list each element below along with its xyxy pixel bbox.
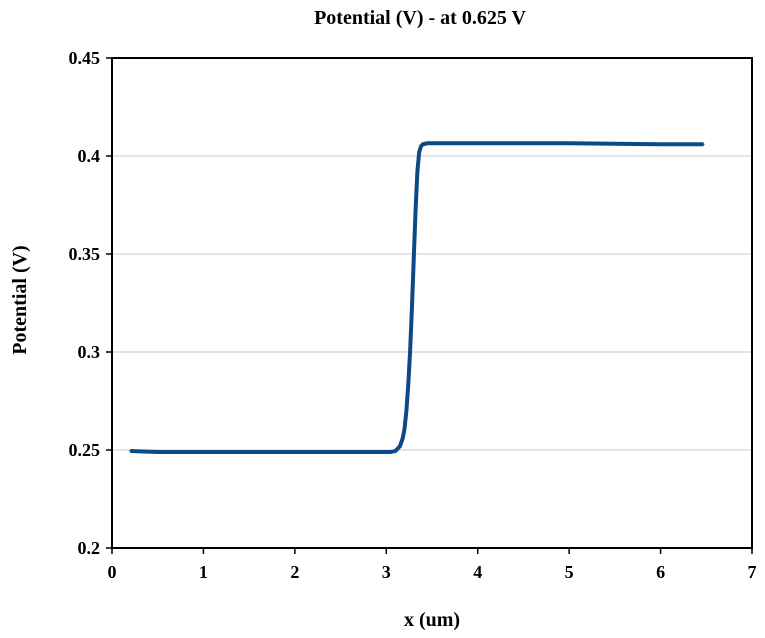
data-point [367, 450, 369, 453]
data-point [399, 445, 401, 448]
data-point [568, 142, 571, 145]
x-tick-label-1: 1 [199, 562, 208, 582]
data-point [420, 145, 423, 148]
data-point [426, 142, 429, 145]
data-point [431, 142, 433, 145]
x-tick-label-2: 2 [290, 562, 299, 582]
x-tick-label-3: 3 [382, 562, 391, 582]
x-tick-label-7: 7 [748, 562, 757, 582]
data-point [156, 450, 159, 453]
data-point [407, 384, 410, 387]
y-tick-label-2: 0.3 [78, 342, 101, 362]
chart-title: Potential (V) - at 0.625 V [314, 7, 526, 29]
plot-area [111, 57, 753, 549]
data-point [476, 142, 479, 145]
data-point [129, 449, 132, 452]
data-point [293, 450, 296, 453]
data-point [659, 143, 662, 146]
series-layer [129, 141, 705, 454]
data-point [412, 258, 415, 261]
data-point [202, 450, 205, 453]
x-tick-label-0: 0 [108, 562, 117, 582]
y-axis-label: Potential (V) [9, 245, 31, 354]
x-axis-label: x (um) [404, 609, 460, 631]
y-tick-label-0: 0.2 [78, 538, 101, 558]
data-point [389, 450, 392, 453]
data-point [414, 209, 417, 212]
x-tick-label-5: 5 [565, 562, 574, 582]
y-axis: 0.2 0.25 0.3 0.35 0.4 0.45 [69, 48, 112, 558]
data-point [409, 351, 412, 353]
data-point [405, 409, 408, 412]
x-axis: 0 1 2 3 4 5 6 7 [108, 548, 757, 582]
y-tick-label-1: 0.25 [69, 440, 101, 460]
x-tick-label-4: 4 [473, 562, 482, 582]
data-point [403, 427, 406, 430]
data-point [410, 307, 413, 310]
data-point [418, 151, 421, 154]
data-point [401, 437, 404, 440]
x-tick-label-6: 6 [656, 562, 665, 582]
y-tick-label-5: 0.45 [69, 48, 101, 68]
gridlines [112, 155, 752, 451]
data-point [702, 143, 705, 146]
data-point [394, 449, 397, 452]
data-point [416, 170, 419, 173]
data-point [421, 143, 424, 146]
y-tick-label-4: 0.4 [78, 146, 101, 166]
data-point [385, 450, 388, 453]
series-line-0 [130, 141, 704, 454]
y-tick-label-3: 0.35 [69, 244, 101, 264]
